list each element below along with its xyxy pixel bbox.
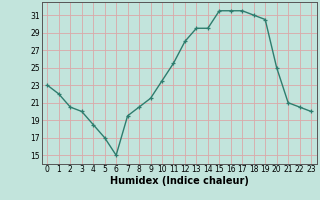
X-axis label: Humidex (Indice chaleur): Humidex (Indice chaleur) (110, 176, 249, 186)
